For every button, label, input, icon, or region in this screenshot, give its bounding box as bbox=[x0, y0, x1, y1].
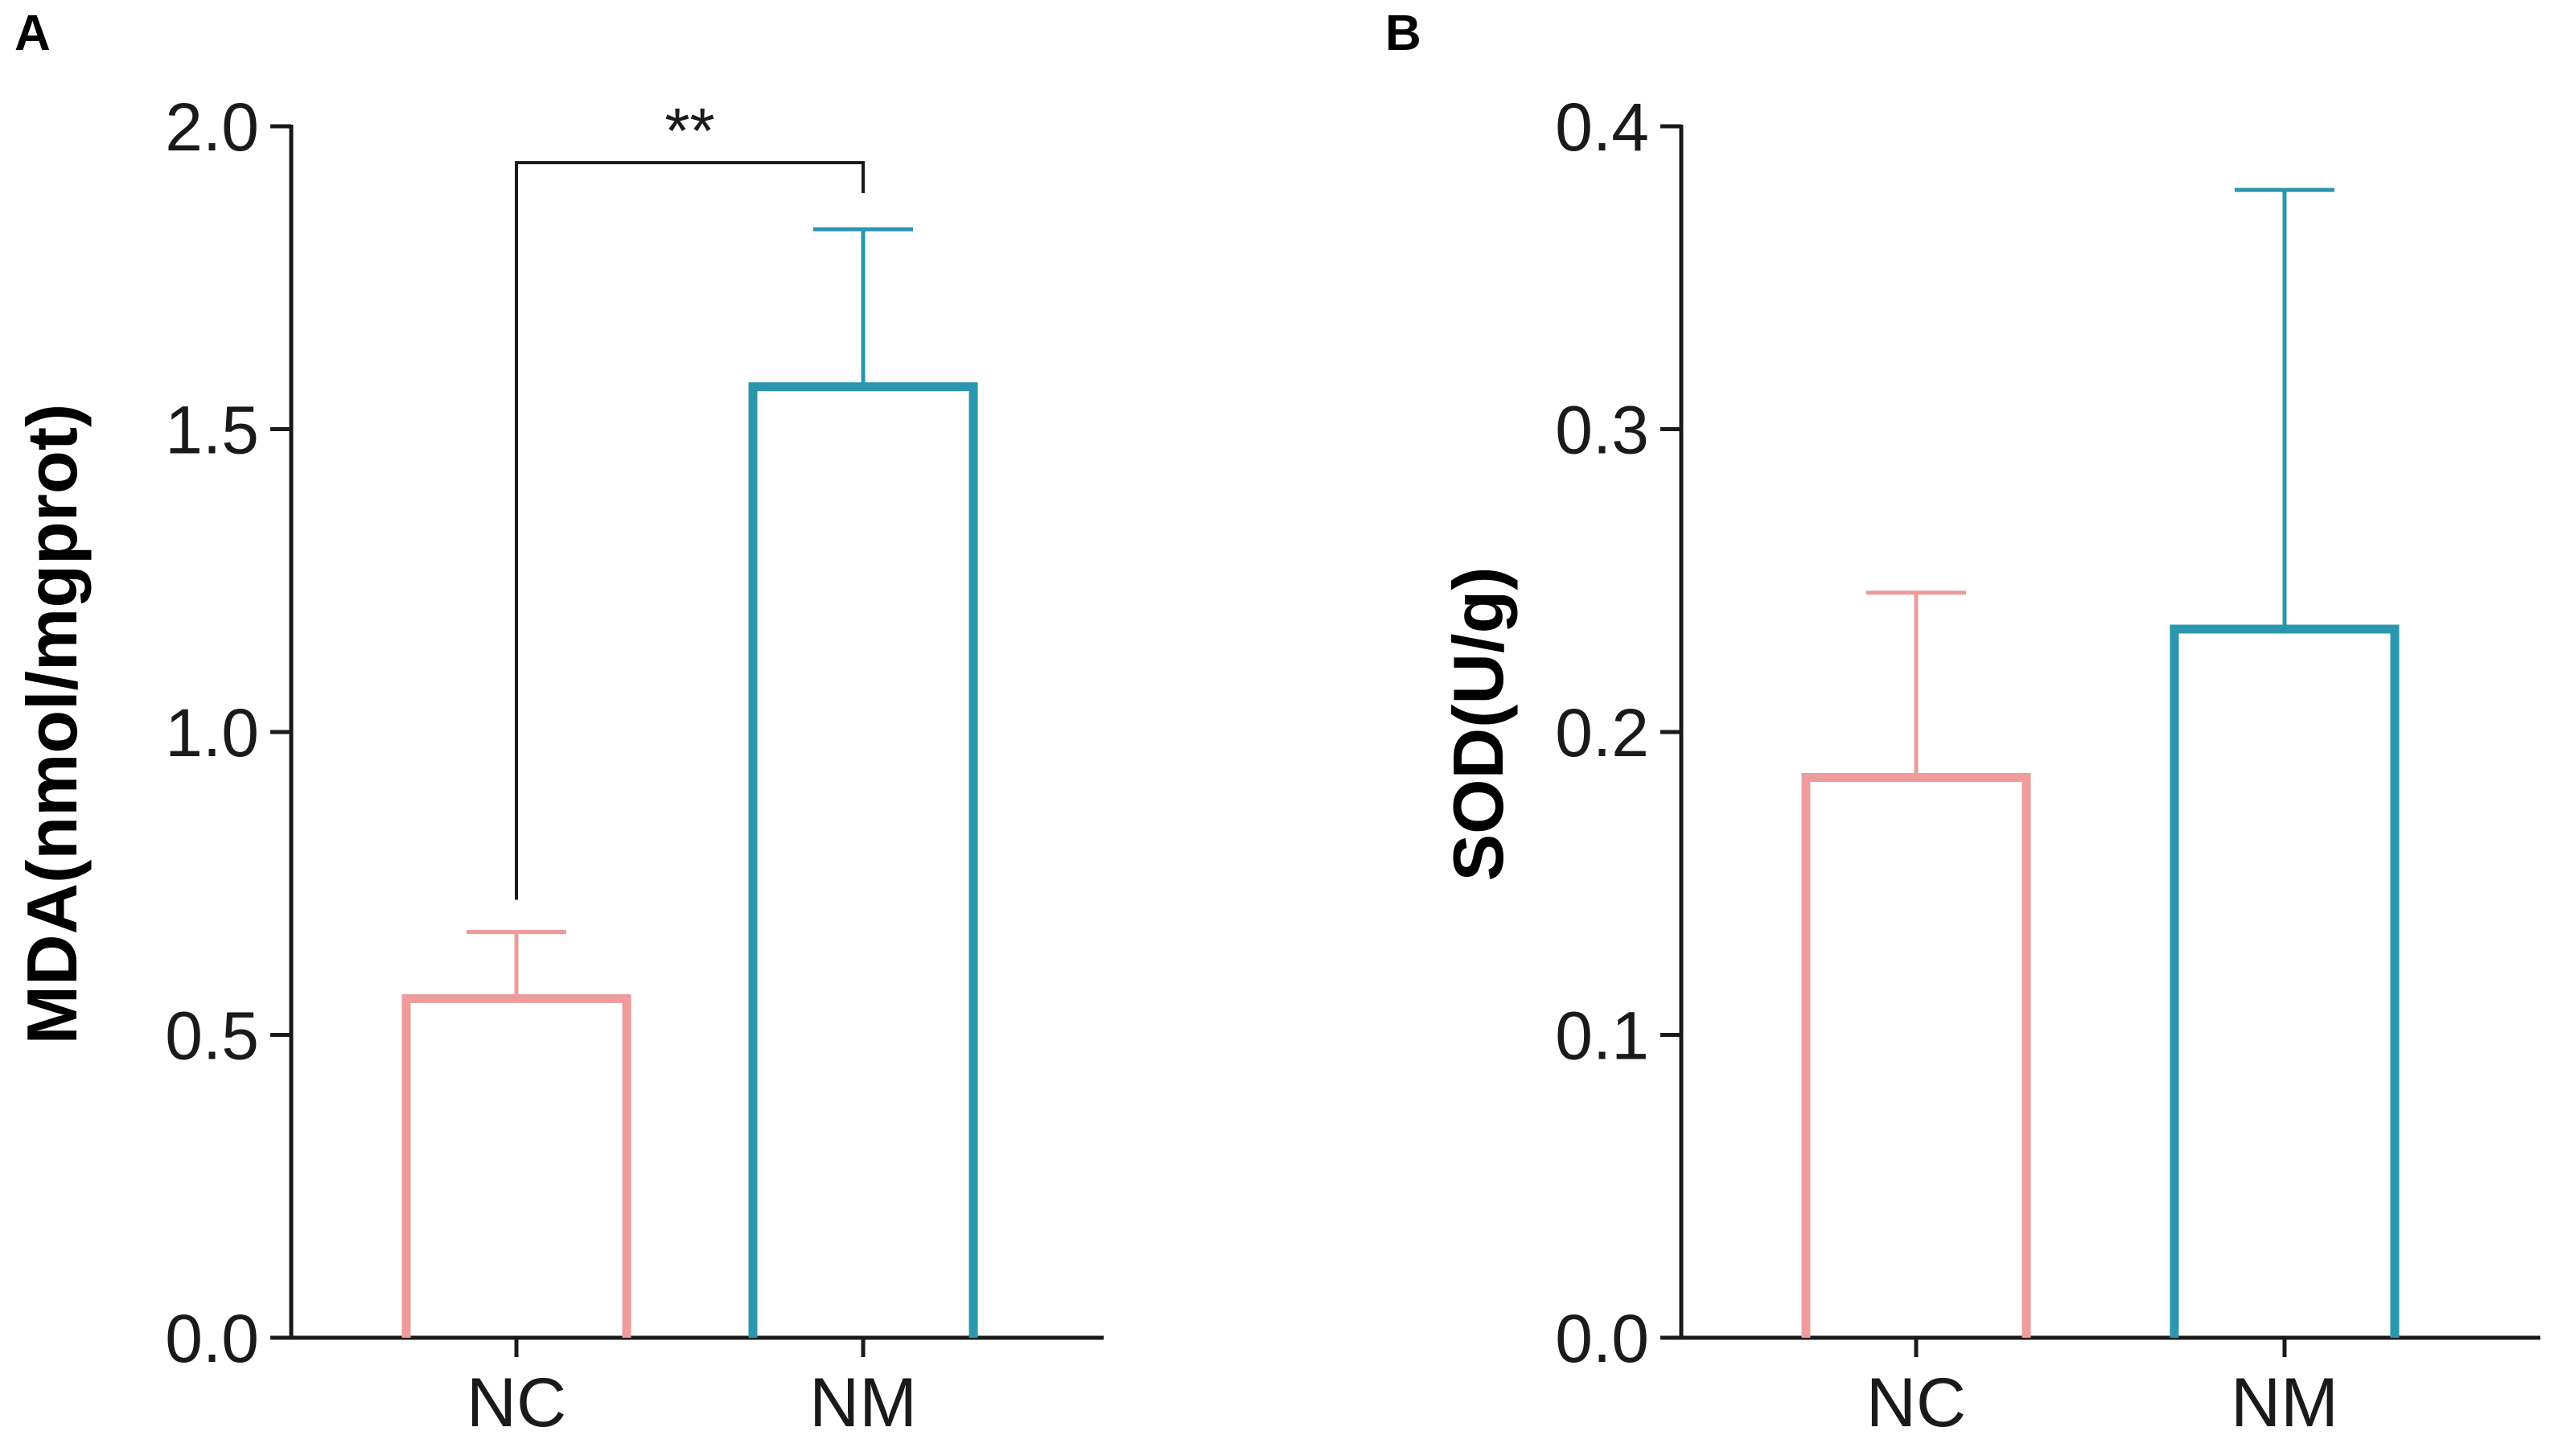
panel-a-letter: A bbox=[14, 6, 51, 61]
panel-b-y-axis-title: SOD(U/g) bbox=[1438, 566, 1518, 881]
panel-a: A MDA(nmol/mgprot) 0.0 0.5 1.0 1.5 2.0 NC NM ** bbox=[12, 6, 1104, 1442]
panel-a-y-axis-title: MDA(nmol/mgprot) bbox=[12, 404, 92, 1045]
panel-a-bar-nm bbox=[748, 382, 978, 1338]
panel-b-y-tick-label: 0.0 bbox=[1555, 1301, 1649, 1376]
panel-a-bar-nc bbox=[401, 993, 631, 1338]
panel-b-x-tick-label: NC bbox=[1866, 1364, 1966, 1442]
panel-a-significance-label: ** bbox=[664, 95, 714, 167]
panel-a-y-tick-label: 1.0 bbox=[165, 695, 259, 771]
panel-b-letter: B bbox=[1385, 6, 1421, 61]
panel-b: B SOD(U/g) 0.0 0.1 0.2 0.3 0.4 NC NM bbox=[1385, 6, 2540, 1442]
panel-a-y-tick-label: 0.0 bbox=[165, 1301, 259, 1376]
panel-b-y-tick-label: 0.3 bbox=[1555, 393, 1649, 468]
panel-b-y-axis-title-group: SOD(U/g) bbox=[1438, 566, 1518, 881]
panel-b-y-tick-label: 0.4 bbox=[1555, 89, 1649, 165]
panel-a-y-tick-label: 1.5 bbox=[165, 393, 259, 468]
panel-b-y-tick-label: 0.2 bbox=[1555, 695, 1649, 771]
panel-b-bar-nc bbox=[1801, 772, 2031, 1338]
panel-a-y-axis-title-group: MDA(nmol/mgprot) bbox=[12, 404, 92, 1045]
panel-a-y-tick-label: 0.5 bbox=[165, 998, 259, 1074]
panel-a-significance-bracket bbox=[515, 161, 865, 900]
panel-a-x-tick-label: NM bbox=[809, 1364, 917, 1442]
panel-b-x-tick-label: NM bbox=[2231, 1364, 2338, 1442]
panel-a-y-tick-label: 2.0 bbox=[165, 89, 259, 165]
panel-b-y-tick-label: 0.1 bbox=[1555, 998, 1649, 1074]
panel-a-x-tick-label: NC bbox=[467, 1364, 566, 1442]
panel-b-bar-nm bbox=[2170, 624, 2400, 1338]
